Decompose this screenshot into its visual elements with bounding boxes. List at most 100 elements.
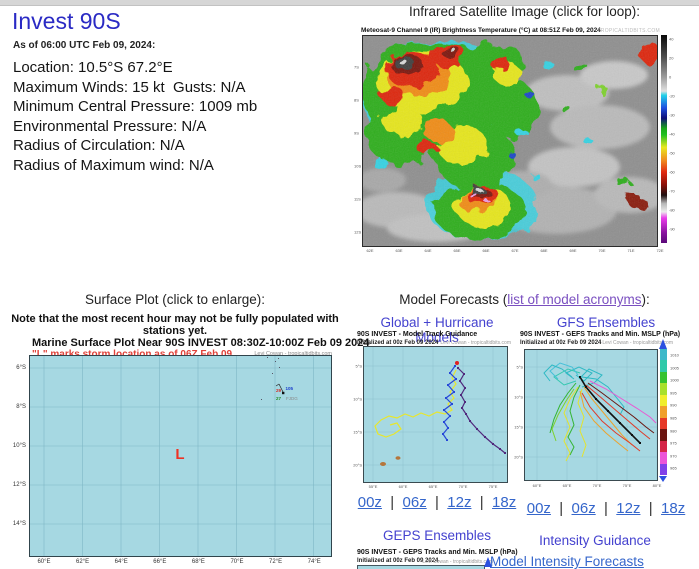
axis-tick-label: 62°E	[76, 559, 90, 565]
track-point	[504, 452, 506, 454]
surface-plot-storm-note: "L" marks storm location as of 06Z Feb 0…	[32, 349, 233, 360]
axis-tick-label: 15°S	[353, 429, 362, 435]
gefs-init: Initialized at 00z Feb 09 2024	[520, 339, 602, 346]
track-point	[463, 373, 465, 375]
model-track-init: Initialized at 00z Feb 09 2024	[357, 339, 439, 346]
forecast-track	[589, 380, 657, 424]
axis-tick-label: 975	[670, 440, 677, 446]
track-point	[447, 427, 449, 429]
surface-plot-y-axis-labels: 6°S 8°S 10°S 12°S 14°S	[12, 336, 344, 569]
storm-info-line: Location: 10.5°S 67.2°E	[13, 59, 173, 76]
axis-tick-label: 71E	[627, 248, 635, 253]
axis-tick-label: -30	[669, 112, 675, 118]
axis-tick-label: 1005	[670, 365, 679, 371]
axis-tick-label: 64E	[424, 248, 432, 253]
track-point	[639, 442, 641, 444]
model-track-guidance-figure[interactable]: 90S INVEST - Model Track Guidance Initia…	[353, 331, 517, 491]
cycle-link-06z[interactable]: 06z	[571, 500, 596, 517]
axis-tick-label: 60°E	[532, 483, 542, 488]
page-title: Invest 90S	[12, 8, 121, 34]
axis-tick-label: 72°E	[269, 559, 283, 565]
gfs-ensembles-header: GFS Ensembles	[556, 315, 656, 330]
cycle-link-12z[interactable]: 12z	[447, 494, 472, 511]
axis-tick-label: 6°S	[16, 365, 26, 371]
satellite-lon-axis-labels: 62E 63E 64E 65E 66E 67E 68E 69E 70E 71E 72E	[354, 25, 684, 257]
track-point	[585, 386, 587, 388]
axis-tick-label: 10°S	[353, 396, 362, 402]
satellite-image-title: Meteosat-9 Channel 9 (IR) Brightness Tem…	[361, 27, 601, 34]
geps-ensembles-header: GEPS Ensembles	[382, 528, 492, 543]
colorbar-segment	[660, 429, 667, 441]
surface-plot-credit: Levi Cowan - tropicaltidbits.com	[254, 351, 332, 357]
satellite-image-figure[interactable]: Meteosat-9 Channel 9 (IR) Brightness Tem…	[354, 25, 684, 257]
satellite-colorbar-labels: 40 20 0 -20 -30 -40 -50 -60 -70 -80 -90	[669, 25, 684, 257]
axis-tick-label: 1000	[670, 377, 679, 383]
axis-tick-label: -50	[669, 150, 675, 156]
axis-tick-label: 7S	[354, 64, 359, 70]
storm-info-line: Radius of Maximum wind: N/A	[13, 156, 214, 174]
gefs-credit: Levi Cowan - tropicaltidbits.com	[602, 340, 673, 346]
island-dot	[380, 462, 386, 466]
axis-tick-label: 40	[669, 36, 674, 42]
surface-plot-note: Note that the most recent hour may not b…	[11, 313, 339, 337]
station-dewpoint: 27	[276, 396, 282, 401]
cycle-link-00z[interactable]: 00z	[357, 494, 382, 511]
cycle-link-00z[interactable]: 00z	[526, 500, 551, 517]
axis-tick-label: 55°E	[368, 484, 378, 489]
axis-tick-label: 67E	[511, 248, 519, 253]
gefs-cycle-links: 00z | 06z | 12z | 18z	[526, 500, 686, 517]
track-point	[449, 372, 451, 374]
forecast-track	[583, 386, 633, 446]
axis-tick-label: 68°E	[191, 559, 205, 565]
model-acronyms-link[interactable]: list of model acronyms	[507, 292, 642, 307]
axis-tick-label: -40	[669, 131, 675, 137]
gefs-colorbar	[660, 349, 667, 475]
colorbar-segment	[660, 349, 667, 361]
axis-tick-label: 10°S	[12, 443, 26, 449]
storm-info-line: Maximum Winds: 15 kt Gusts: N/A	[13, 78, 246, 96]
surface-plot-grid	[29, 355, 332, 557]
surface-plot-x-axis-labels: 60°E 62°E 64°E 66°E 68°E 70°E 72°E 74°E	[12, 336, 344, 569]
satellite-colorbar	[661, 35, 667, 243]
track-point	[445, 397, 447, 399]
track-point	[443, 409, 445, 411]
surface-plot-figure[interactable]: Marine Surface Plot Near 90S INVEST 08:3…	[12, 336, 370, 569]
axis-tick-label: 5°S	[355, 363, 363, 369]
cycle-link-18z[interactable]: 18z	[492, 494, 517, 511]
axis-tick-label: 965	[670, 465, 677, 471]
model-intensity-forecasts-link[interactable]: Model Intensity Forecasts	[490, 554, 644, 569]
axis-tick-label: 72E	[656, 248, 664, 253]
axis-tick-label: 69E	[569, 248, 577, 253]
track-point	[619, 422, 621, 424]
track-point	[457, 367, 459, 369]
storm-info-line: Radius of Circulation: N/A	[13, 137, 185, 154]
geps-tracks-figure[interactable]: 90S INVEST - GEPS Tracks and Min. MSLP (…	[357, 549, 518, 569]
colorbar-segment	[660, 383, 667, 395]
axis-tick-label: 5°S	[516, 364, 524, 370]
intensity-guidance-header: Intensity Guidance	[539, 533, 651, 548]
cycle-link-06z[interactable]: 06z	[402, 494, 427, 511]
satellite-section-header: Infrared Satellite Image (click for loop…	[408, 4, 641, 19]
model-track-map	[363, 346, 508, 483]
model-forecasts-header: Model Forecasts (list of model acronyms)…	[350, 292, 699, 307]
satellite-watermark: TROPICALTIDBITS.COM	[597, 28, 660, 34]
axis-tick-label: 75°E	[488, 484, 498, 489]
track-point	[454, 365, 456, 367]
surface-plot-map: 29 105 27 FJDG L	[29, 355, 332, 557]
track-point	[455, 378, 457, 380]
cycle-link-18z[interactable]: 18z	[661, 500, 686, 517]
axis-tick-label: -60	[669, 169, 675, 175]
track-point	[460, 394, 462, 396]
axis-tick-label: 14°S	[12, 521, 26, 527]
cycle-link-12z[interactable]: 12z	[616, 500, 641, 517]
track-point	[579, 376, 581, 378]
axis-tick-label: 11S	[354, 196, 361, 202]
forecast-track	[581, 376, 625, 416]
axis-tick-label: 12°S	[12, 482, 26, 488]
axis-tick-label: 60°E	[37, 559, 51, 565]
surface-plot-border	[29, 355, 332, 557]
surface-plot-title: Marine Surface Plot Near 90S INVEST 08:3…	[32, 337, 370, 349]
satellite-lat-axis-labels: 7S 8S 9S 10S 11S 12S	[354, 25, 362, 257]
gefs-tracks-figure[interactable]: 90S INVEST - GEFS Tracks and Min. MSLP (…	[514, 331, 695, 491]
